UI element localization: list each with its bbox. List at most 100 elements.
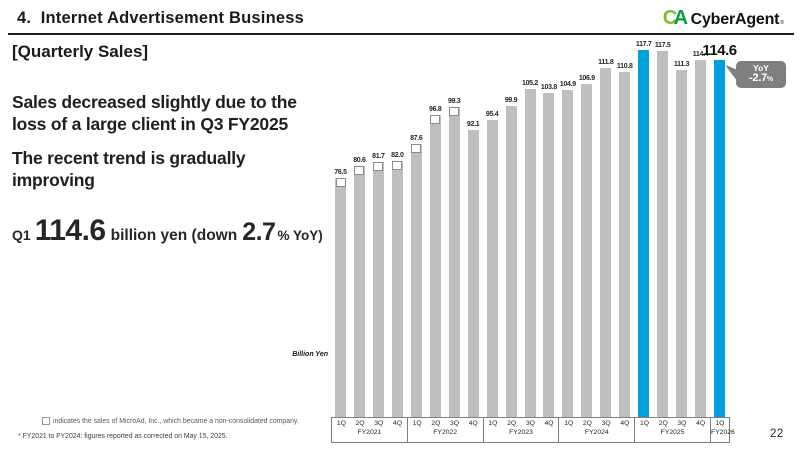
bar-value-label: 114.6 [702, 41, 737, 59]
bar [410, 143, 422, 417]
chart-plot: YoY -2.7% 76.5 80.6 81.7 82.0 87.6 96.8 99.3 92… [331, 41, 786, 417]
bar-value-label: 114.4 [692, 51, 709, 59]
title-underline [8, 33, 794, 35]
bar [657, 50, 669, 417]
bar [505, 105, 517, 417]
axis-fy-group: 1Q 2Q 3Q 4Q FY2021 [331, 417, 408, 443]
microad-portion-square [430, 115, 441, 125]
bar-value-label: 92.1 [466, 120, 480, 128]
bar [524, 89, 536, 417]
microad-portion-square [449, 107, 460, 117]
bar-value-label: 104.9 [559, 80, 576, 88]
logo-wordmark: CyberAgent [690, 11, 780, 28]
microad-portion-square [373, 162, 384, 172]
bar [619, 71, 631, 417]
ca-logo-icon: CA [662, 7, 688, 29]
bar-value-label: 117.5 [654, 41, 671, 49]
axis-fiscal-year-label: FY2021 [357, 429, 382, 436]
axis-quarter-label: 1Q [640, 420, 650, 427]
bar-value-label: 103.8 [540, 84, 557, 92]
axis-quarter-label: 1Q [715, 420, 725, 427]
chart-unit-label: Billion Yen [292, 351, 328, 358]
axis-quarter-label: 1Q [488, 420, 498, 427]
axis-fiscal-year-label: FY2023 [509, 429, 533, 436]
axis-quarter-label: 4Q [392, 420, 402, 427]
microad-legend-note: indicates the sales of MicroAd, Inc., wh… [42, 417, 299, 425]
slide-title: 4. Internet Advertisement Business [17, 9, 304, 27]
axis-fiscal-year-label: FY2025 [660, 429, 685, 436]
bar-value-label: 81.7 [372, 153, 385, 161]
bar-value-label: 110.8 [616, 62, 633, 70]
chart-axis: 1Q 2Q 3Q 4Q FY2021 1Q 2Q 3Q 4Q FY2022 1Q 2Q 3Q 4Q FY20… [331, 417, 735, 443]
yoy-callout-label: YoY [753, 63, 769, 73]
axis-fiscal-year-label: FY2024 [584, 429, 609, 436]
axis-fy-group: 1Q 2Q 3Q 4Q FY2023 [482, 417, 560, 443]
axis-quarter-label: 2Q [658, 420, 668, 427]
axis-quarter-label: 1Q [412, 420, 422, 427]
bar-value-label: 105.2 [521, 80, 539, 87]
axis-quarter-label: 1Q [336, 420, 346, 427]
stat-suffix: % YoY) [277, 228, 323, 243]
axis-quarter-label: 3Q [374, 420, 384, 427]
stat-quarter: Q1 [12, 227, 31, 243]
bar [676, 69, 688, 417]
microad-portion-square [411, 143, 422, 153]
message-line: Sales decreased slightly due to the [12, 92, 297, 112]
axis-fy-group: 1Q 2Q 3Q 4Q FY2025 [634, 417, 711, 443]
section-label: [Quarterly Sales] [12, 42, 149, 61]
axis-quarter-label: 4Q [696, 420, 706, 427]
page-number: 22 [770, 428, 784, 440]
bar-value-label: 111.3 [673, 60, 690, 68]
axis-fiscal-year-label: FY2026 [710, 429, 735, 436]
axis-fy-group: 1Q FY2026 [709, 417, 735, 443]
bar-value-label: 82.0 [391, 152, 404, 160]
axis-fy-group: 1Q 2Q 3Q 4Q FY2022 [406, 417, 484, 443]
bar-value-label: 76.5 [334, 169, 347, 177]
bar [562, 89, 574, 417]
bar [429, 115, 441, 417]
axis-quarter-label: 4Q [620, 420, 630, 427]
yoy-callout-bubble: YoY -2.7% [736, 61, 786, 88]
message-line: The recent trend is gradually [12, 148, 246, 168]
axis-quarter-label: 3Q [525, 420, 535, 427]
axis-quarter-label: 1Q [564, 420, 574, 427]
bar-value-label: 106.9 [578, 74, 595, 82]
bar [372, 162, 384, 417]
registered-mark: ® [780, 20, 784, 26]
bar-value-label: 96.8 [429, 106, 442, 114]
cyberagent-logo: CA CyberAgent ® [663, 7, 784, 30]
bar [695, 60, 707, 417]
axis-fiscal-year-label: FY2022 [433, 429, 458, 436]
correction-footnote: * FY2021 to FY2024: figures reported as … [18, 433, 228, 440]
bar [467, 129, 479, 417]
microad-portion-square [392, 161, 403, 171]
axis-quarter-label: 2Q [507, 420, 517, 427]
bar [335, 178, 346, 417]
axis-quarter-label: 2Q [355, 420, 365, 427]
bar-value-label: 99.9 [504, 96, 518, 104]
microad-legend-text: indicates the sales of MicroAd, Inc., wh… [53, 417, 299, 425]
bar [486, 119, 498, 417]
bar [581, 83, 593, 417]
bar-value-label: 117.7 [635, 41, 652, 49]
microad-square-icon [42, 417, 50, 425]
stat-value: 114.6 [34, 214, 106, 247]
bar-highlight [714, 59, 725, 417]
bar [391, 161, 403, 417]
stat-unit: billion yen (down [110, 227, 238, 244]
message-paragraph-1: Sales decreased slightly due to the loss… [12, 92, 342, 135]
message-paragraph-2: The recent trend is gradually improving [12, 148, 342, 191]
bar-highlight [638, 50, 650, 417]
yoy-callout-value: -2.7% [749, 72, 773, 84]
bar-value-label: 95.4 [485, 110, 499, 118]
axis-quarter-label: 3Q [677, 420, 687, 427]
axis-quarter-label: 4Q [544, 420, 554, 427]
bar [353, 165, 365, 417]
bar [448, 107, 460, 417]
axis-quarter-label: 4Q [468, 420, 478, 427]
message-line: loss of a large client in Q3 FY2025 [12, 113, 289, 134]
bar [543, 93, 555, 417]
microad-portion-square [335, 178, 346, 188]
bar-value-label: 87.6 [410, 134, 423, 142]
